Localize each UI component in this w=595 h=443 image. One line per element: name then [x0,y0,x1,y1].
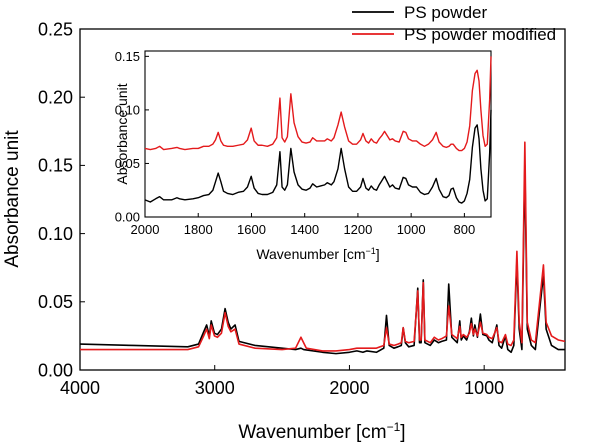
legend-label-ps-powder-modified: PS powder modified [404,25,556,44]
inset-x-tick-label: 2000 [131,222,160,237]
inset-x-axis-title: Wavenumber [cm−1] [256,246,379,262]
inset-x-tick-label: 1400 [290,222,319,237]
main-x-tick-label: 2000 [329,378,369,398]
legend-label-ps-powder: PS powder [404,3,487,22]
inset-y-tick-label: 0.15 [115,49,140,64]
inset-series-ps-powder-modified [144,56,492,152]
inset-series [144,56,492,204]
main-y-tick-label: 0.15 [38,156,73,176]
main-y-tick-label: 0.05 [38,292,73,312]
inset-x-tick-label: 1200 [343,222,372,237]
main-y-axis-title: Absorbance unit [2,130,23,268]
main-x-axis-title-text: Wavenumber [cm−1] [238,420,405,443]
main-series-ps-powder-modified [80,141,566,352]
inset-x-tick-label: 1600 [237,222,266,237]
inset-y-axis-title: Absorbance unit [114,83,130,184]
main-x-tick-label: 4000 [60,378,100,398]
main-x-tick-label: 1000 [464,378,504,398]
inset-ticks: 2000 1800 1600 1400 1200 1000 800 0.00 0.05 0.10 0… [115,49,476,237]
inset-plot-background [145,51,491,217]
inset-x-tick-label: 1000 [397,222,426,237]
inset-plot-frame [144,50,492,218]
inset-plot: 2000 1800 1600 1400 1200 1000 800 0.00 0.05 0.10 0… [114,49,492,262]
legend: PS powder PS powder modified [352,3,556,44]
inset-y-tick-label: 0.10 [115,102,140,117]
main-plot-frame [79,28,566,371]
main-x-tick-label: 3000 [195,378,235,398]
inset-x-tick-label: 800 [454,222,476,237]
main-y-tick-label: 0.00 [38,360,73,380]
inset-x-tick-label: 1800 [184,222,213,237]
inset-series-ps-powder [144,109,492,204]
main-x-axis-title: Wavenumber [cm−1] [238,420,405,443]
inset-y-tick-label: 0.05 [115,156,140,171]
main-y-tick-label: 0.25 [38,19,73,39]
main-ticks: 4000 3000 2000 1000 0.00 0.05 0.10 0.15 0.20 0.25 [38,19,504,398]
main-y-tick-label: 0.20 [38,88,73,108]
main-series [79,141,566,355]
inset-y-tick-label: 0.00 [115,210,140,225]
main-y-tick-label: 0.10 [38,224,73,244]
main-plot: 4000 3000 2000 1000 0.00 0.05 0.10 0.15 0.20 0.25… [2,19,566,443]
